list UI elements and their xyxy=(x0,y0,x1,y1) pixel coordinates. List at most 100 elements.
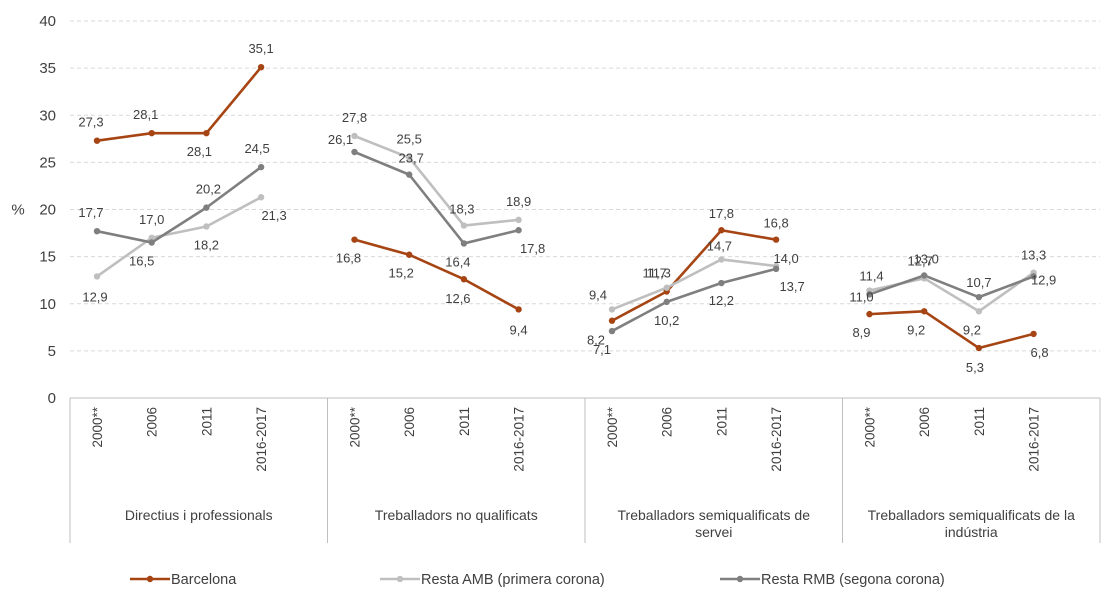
data-label: 8,9 xyxy=(852,325,870,340)
data-point xyxy=(718,279,725,287)
group-label: Treballadors no qualificats xyxy=(375,507,538,523)
data-point xyxy=(515,216,522,224)
data-point xyxy=(203,204,210,211)
data-point xyxy=(921,272,928,279)
data-point xyxy=(351,132,358,140)
y-tick-label: 5 xyxy=(48,343,56,360)
y-tick-label: 0 xyxy=(48,390,56,407)
data-label: 12,2 xyxy=(709,293,734,308)
data-point xyxy=(351,148,358,156)
data-label: 17,0 xyxy=(139,212,164,227)
legend-marker xyxy=(396,575,404,583)
data-point xyxy=(257,163,265,171)
data-label: 9,2 xyxy=(907,322,925,337)
x-tick-label: 2006 xyxy=(145,407,160,437)
x-tick-label: 2011 xyxy=(972,407,987,436)
x-tick-label: 2000** xyxy=(605,406,620,447)
data-label: 11,7 xyxy=(643,266,667,281)
data-label: 23,7 xyxy=(399,151,424,166)
data-point xyxy=(975,293,983,301)
data-point xyxy=(663,298,670,306)
x-tick-label: 2016-2017 xyxy=(769,407,784,472)
data-label: 9,4 xyxy=(589,287,607,302)
data-point xyxy=(148,239,155,246)
data-point xyxy=(515,306,522,313)
legend-label: Barcelona xyxy=(171,572,237,588)
data-label: 16,8 xyxy=(336,251,361,266)
data-label: 27,8 xyxy=(342,110,367,125)
y-tick-label: 30 xyxy=(39,107,56,124)
data-point xyxy=(718,256,725,263)
data-label: 21,3 xyxy=(261,208,286,223)
data-point xyxy=(203,129,210,137)
data-label: 12,6 xyxy=(445,291,470,306)
data-point xyxy=(921,308,928,315)
data-label: 12,9 xyxy=(1031,272,1056,287)
data-point xyxy=(257,194,265,201)
data-point xyxy=(608,327,616,335)
data-label: 17,8 xyxy=(709,206,734,221)
series-line xyxy=(611,267,777,333)
data-label: 18,9 xyxy=(506,194,531,209)
data-label: 8,2 xyxy=(587,333,605,348)
x-tick-label: 2006 xyxy=(660,407,675,437)
data-label: 35,1 xyxy=(248,41,273,56)
data-point xyxy=(663,284,670,291)
data-point xyxy=(148,129,155,137)
legend-marker xyxy=(146,575,154,583)
data-label: 12,9 xyxy=(82,289,107,304)
series-line xyxy=(869,274,1035,299)
x-tick-label: 2011 xyxy=(199,407,214,436)
legend-label: Resta AMB (primera corona) xyxy=(421,572,605,588)
y-axis-label: % xyxy=(11,202,24,219)
data-label: 10,2 xyxy=(654,313,679,328)
data-label: 28,1 xyxy=(133,107,158,122)
series-line xyxy=(611,258,777,311)
data-label: 13,3 xyxy=(1021,248,1046,263)
data-point xyxy=(93,137,101,144)
data-point xyxy=(1030,330,1037,338)
data-point xyxy=(718,227,725,234)
group-label: Directius i professionals xyxy=(125,507,273,523)
data-point xyxy=(608,306,616,313)
data-label: 24,5 xyxy=(244,141,269,156)
data-point xyxy=(351,236,358,243)
data-point xyxy=(203,223,210,230)
y-tick-label: 40 xyxy=(39,13,56,30)
data-label: 26,1 xyxy=(328,132,353,147)
data-point xyxy=(406,251,413,258)
data-point xyxy=(93,227,101,235)
x-tick-label: 2006 xyxy=(402,407,417,437)
data-label: 10,7 xyxy=(966,275,991,290)
x-tick-label: 2016-2017 xyxy=(254,407,269,472)
data-point xyxy=(93,273,101,280)
series-line xyxy=(96,166,262,244)
data-label: 6,8 xyxy=(1031,345,1049,360)
x-tick-label: 2000** xyxy=(863,406,878,447)
data-label: 17,8 xyxy=(520,241,545,256)
data-label: 13,0 xyxy=(914,251,939,266)
y-tick-label: 20 xyxy=(39,202,56,219)
legend-marker xyxy=(736,575,744,583)
series-line xyxy=(611,228,777,322)
data-label: 15,2 xyxy=(389,266,414,281)
group-label: indústria xyxy=(945,524,998,540)
data-point xyxy=(460,240,468,247)
data-point xyxy=(866,310,873,318)
data-label: 12,7 xyxy=(908,253,933,268)
data-label: 18,3 xyxy=(449,202,474,217)
series-line xyxy=(354,150,519,245)
series-line xyxy=(869,309,1034,350)
data-point xyxy=(460,276,468,283)
x-tick-label: 2011 xyxy=(457,407,472,436)
data-label: 9,2 xyxy=(963,322,981,337)
data-point xyxy=(772,265,780,273)
series-line xyxy=(96,196,262,278)
data-label: 17,7 xyxy=(78,205,103,220)
x-tick-label: 2011 xyxy=(714,407,729,436)
data-label: 14,7 xyxy=(707,238,732,253)
data-point xyxy=(866,291,873,298)
series-line xyxy=(354,238,520,311)
